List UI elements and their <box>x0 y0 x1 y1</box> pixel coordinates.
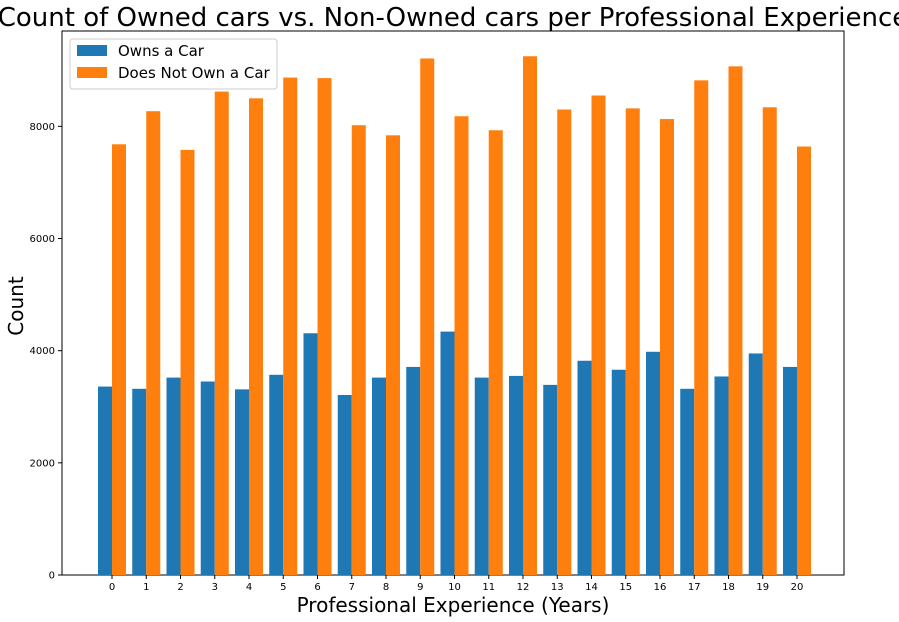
bar-owns-car-7 <box>337 394 352 575</box>
bar-owns-car-8 <box>372 377 386 575</box>
bar-not-own-car-14 <box>591 95 606 576</box>
bar-not-own-car-8 <box>386 135 400 575</box>
bar-owns-car-10 <box>440 331 455 575</box>
legend: Owns a Car Does Not Own a Car <box>69 38 278 90</box>
x-tick-label: 8 <box>383 582 389 593</box>
bar-owns-car-12 <box>509 375 523 575</box>
x-tick-label: 20 <box>791 582 804 593</box>
bar-owns-car-17 <box>680 388 695 575</box>
chart-title: Count of Owned cars vs. Non-Owned cars p… <box>0 3 899 33</box>
bar-owns-car-15 <box>611 369 626 575</box>
x-tick-label: 1 <box>143 582 149 593</box>
bar-not-own-car-19 <box>762 107 777 576</box>
legend-swatch <box>77 45 107 56</box>
bar-not-own-car-1 <box>146 111 161 575</box>
bar-owns-car-2 <box>166 377 181 575</box>
bar-owns-car-1 <box>132 388 147 575</box>
bar-not-own-car-13 <box>557 109 572 576</box>
bar-not-own-car-7 <box>351 125 366 575</box>
legend-swatch <box>77 67 107 78</box>
bar-owns-car-14 <box>577 360 592 575</box>
bar-owns-car-11 <box>474 377 489 575</box>
bar-not-own-car-4 <box>249 98 263 576</box>
x-tick-label: 12 <box>517 582 530 593</box>
bar-not-own-car-16 <box>660 119 674 576</box>
x-tick-label: 17 <box>688 582 701 593</box>
bar-not-own-car-0 <box>112 144 126 576</box>
x-tick-label: 2 <box>177 582 183 593</box>
bar-not-own-car-2 <box>180 149 195 575</box>
bar-owns-car-5 <box>269 374 284 575</box>
x-tick-label: 15 <box>619 582 632 593</box>
y-tick-label: 2000 <box>30 458 55 469</box>
x-tick-label: 4 <box>246 582 252 593</box>
legend-label: Owns a Car <box>118 42 205 60</box>
bar-owns-car-0 <box>98 386 112 575</box>
bar-owns-car-18 <box>714 376 729 575</box>
bar-not-own-car-20 <box>797 146 811 575</box>
bar-not-own-car-15 <box>625 108 640 575</box>
bar-not-own-car-12 <box>523 56 537 576</box>
x-tick-label: 3 <box>212 582 218 593</box>
bar-owns-car-9 <box>406 366 421 575</box>
x-tick-label: 10 <box>448 582 461 593</box>
x-tick-label: 19 <box>756 582 769 593</box>
y-tick-label: 0 <box>49 571 55 582</box>
bar-not-own-car-5 <box>283 77 298 576</box>
x-tick-label: 7 <box>349 582 355 593</box>
x-tick-label: 6 <box>314 582 320 593</box>
x-tick-label: 16 <box>654 582 667 593</box>
bar-not-own-car-11 <box>488 130 503 575</box>
bar-owns-car-6 <box>303 333 318 575</box>
bar-not-own-car-3 <box>214 91 229 575</box>
x-axis-label: Professional Experience (Years) <box>297 593 610 617</box>
bar-owns-car-20 <box>783 366 797 575</box>
x-tick-label: 5 <box>280 582 286 593</box>
x-tick-label: 11 <box>482 582 495 593</box>
y-tick-label: 4000 <box>30 346 55 357</box>
bar-owns-car-16 <box>646 351 660 575</box>
y-tick-label: 6000 <box>30 234 55 245</box>
legend-box <box>69 38 278 90</box>
x-tick-label: 9 <box>417 582 423 593</box>
bar-not-own-car-9 <box>420 58 435 576</box>
y-tick-label: 8000 <box>30 122 55 133</box>
x-axis-ticks: 0 1 2 3 4 5 6 7 8 9 10 11 12 13 14 15 16 17 18 19 20 <box>109 575 804 593</box>
bar-not-own-car-10 <box>454 116 469 575</box>
bar-not-own-car-18 <box>728 66 743 575</box>
bar-not-own-car-6 <box>317 78 332 576</box>
legend-label: Does Not Own a Car <box>118 64 271 82</box>
x-tick-label: 13 <box>551 582 564 593</box>
bars-group <box>98 56 811 576</box>
bar-not-own-car-17 <box>694 80 709 575</box>
bar-owns-car-4 <box>235 389 249 575</box>
bar-owns-car-19 <box>748 353 763 575</box>
x-tick-label: 18 <box>722 582 735 593</box>
y-axis-ticks: 0 2000 4000 6000 8000 <box>30 122 62 582</box>
x-tick-label: 14 <box>585 582 598 593</box>
bar-owns-car-3 <box>200 381 215 575</box>
bar-owns-car-13 <box>543 384 558 575</box>
x-tick-label: 0 <box>109 582 115 593</box>
y-axis-label: Count <box>4 276 28 336</box>
